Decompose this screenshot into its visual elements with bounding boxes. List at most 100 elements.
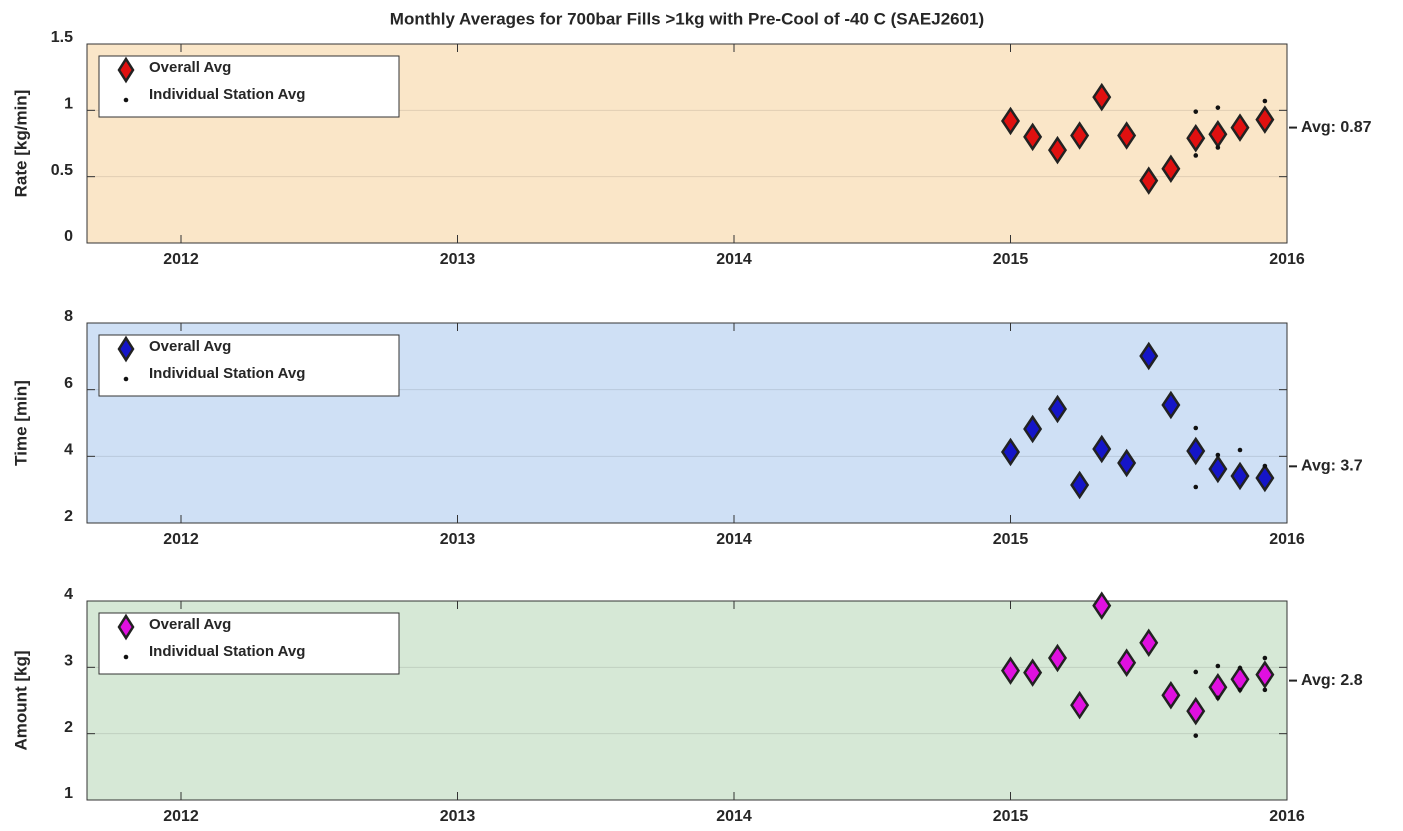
dot-marker [1215,695,1221,701]
diamond-marker [1117,121,1137,150]
legend-label: Individual Station Avg [149,365,305,382]
legend-swatch [123,97,129,103]
dot-marker [1262,463,1268,469]
legend-swatch [117,56,135,84]
dot-marker [1215,145,1221,150]
diamond-marker [1161,154,1181,183]
y-tick-label: 4 [64,442,73,459]
legend-label: Overall Avg [149,59,231,76]
diamond-marker [1048,643,1068,673]
diamond-marker [1230,461,1250,491]
x-tick-label: 2016 [1269,531,1305,548]
legend-swatch [117,613,135,641]
diamond-marker [1070,121,1090,150]
legend-box [98,334,400,397]
diamond-marker [1000,106,1021,136]
diamond-marker [1048,135,1068,165]
dot-marker [1237,687,1243,693]
diamond-marker [1139,628,1159,658]
y-axis-label: Rate [kg/min] [11,90,30,198]
diamond-marker [1117,648,1137,677]
dot-marker [1262,687,1268,693]
x-tick-label: 2012 [163,808,199,825]
x-tick-label: 2014 [716,808,752,825]
x-tick-label: 2012 [163,251,199,268]
plot-frame [86,43,1288,244]
legend-swatch [117,335,135,363]
avg-label: Avg: 3.7 [1301,458,1363,475]
y-tick-label: 0.5 [51,162,73,179]
diamond-marker [1092,82,1112,112]
x-tick-label: 2016 [1269,251,1305,268]
diamond-marker [1092,434,1112,464]
dot-marker [1262,655,1268,661]
diamond-marker [1161,680,1181,710]
panel: Amount [kg] 1 2 3 4 2012 2013 2014 2015 2016 Avg: … [11,586,1362,825]
diamond-marker [1186,436,1206,466]
dot-marker [1193,484,1199,490]
diamond-marker [1000,656,1021,685]
y-tick-label: 1 [64,96,73,113]
x-tick-label: 2012 [163,531,199,548]
avg-label: Avg: 0.87 [1301,119,1372,136]
chart-title: Monthly Averages for 700bar Fills >1kg w… [390,9,984,28]
panel: Monthly Averages for 700bar Fills >1kg w… [11,9,1371,268]
diamond-marker [1255,660,1275,689]
diamond-marker [1023,122,1043,152]
avg-label: Avg: 2.8 [1301,672,1363,689]
x-tick-label: 2014 [716,531,752,548]
diamond-marker [1186,123,1206,153]
diamond-marker [1255,105,1275,134]
dot-marker [1215,452,1221,458]
diamond-marker [1048,394,1068,424]
y-axis-label: Amount [kg] [11,650,30,750]
x-tick-label: 2015 [993,251,1029,268]
legend-label: Individual Station Avg [149,643,305,660]
panel: Time [min] 2 4 6 8 2012 2013 2014 2015 2016 Avg: 3… [11,308,1362,548]
dot-marker [1193,153,1199,158]
diamond-marker [1000,437,1021,467]
legend-swatch [123,654,129,660]
dot-marker [1237,665,1243,671]
y-tick-label: 3 [64,653,73,670]
diamond-marker [1139,341,1159,371]
legend-label: Overall Avg [149,338,231,355]
legend-label: Overall Avg [149,616,231,633]
plot-frame [86,322,1288,524]
x-tick-label: 2013 [440,251,476,268]
diamond-marker [1208,454,1228,484]
dot-marker [1262,98,1268,104]
diamond-marker [1023,658,1043,687]
diamond-marker [1117,448,1137,478]
diamond-marker [1161,390,1181,420]
y-axis-label: Time [min] [11,380,30,466]
x-tick-label: 2016 [1269,808,1305,825]
x-tick-label: 2013 [440,531,476,548]
dot-marker [1193,733,1199,738]
dot-marker [1193,669,1199,675]
diamond-marker [1070,470,1090,500]
legend-label: Individual Station Avg [149,86,305,103]
diamond-marker [1092,591,1112,620]
y-tick-label: 8 [64,308,73,325]
x-tick-label: 2014 [716,251,752,268]
x-tick-label: 2013 [440,808,476,825]
dot-marker [1237,447,1243,453]
diamond-marker [1186,696,1206,726]
dot-marker [1215,663,1221,669]
plot-frame [86,600,1288,801]
dot-marker [1193,425,1199,431]
legend-box [98,612,400,675]
diamond-marker [1070,690,1090,720]
diamond-marker [1139,166,1159,195]
legend-box [98,55,400,118]
diamond-marker [1255,463,1275,493]
diamond-marker [1230,113,1250,142]
y-tick-label: 2 [64,508,73,525]
x-tick-label: 2015 [993,808,1029,825]
y-tick-label: 4 [64,586,73,603]
y-tick-label: 1 [64,785,73,802]
y-tick-label: 1.5 [51,29,73,46]
legend-swatch [123,376,129,382]
